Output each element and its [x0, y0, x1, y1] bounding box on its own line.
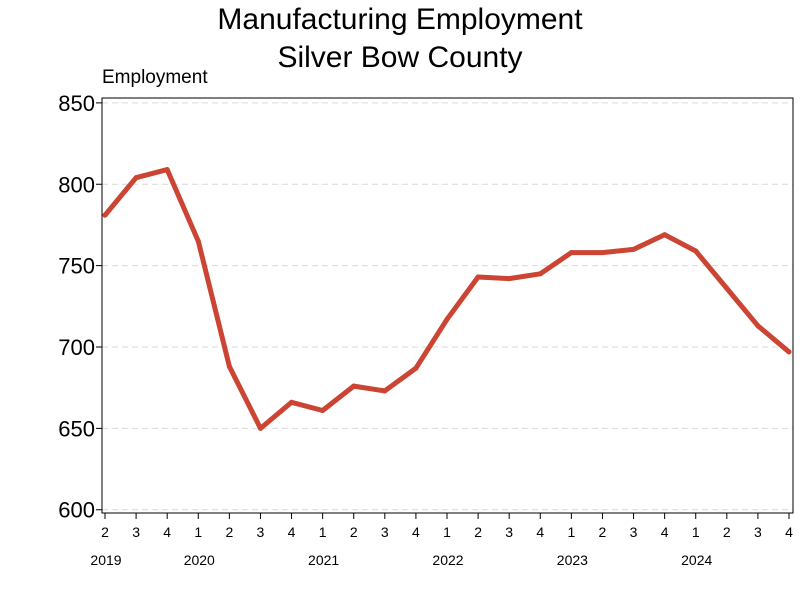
y-tick-label: 850	[58, 91, 95, 116]
data-point	[475, 274, 481, 280]
year-label: 2020	[184, 552, 215, 568]
chart-title-line-2: Silver Bow County	[277, 41, 523, 74]
axes	[96, 97, 794, 519]
series-layer	[102, 167, 792, 431]
tick-labels: 600 650 700 750 800 850 2 3 4 1 2 3 4 1 2 3 4 1 2 3 4 1 2 3 4 1 2 3…	[58, 91, 793, 568]
data-point	[631, 246, 637, 252]
grid-lines	[102, 102, 793, 511]
data-point	[195, 238, 201, 244]
chart-title-line-1: Manufacturing Employment	[217, 3, 583, 36]
data-point	[537, 271, 543, 277]
data-point	[320, 407, 326, 413]
year-label: 2023	[557, 552, 588, 568]
data-point	[786, 349, 792, 355]
data-point	[662, 232, 668, 238]
x-tick-label: 3	[132, 524, 140, 540]
x-tick-label: 4	[536, 524, 544, 540]
y-axis-label: Employment	[102, 67, 208, 88]
data-point	[257, 425, 263, 431]
y-tick-label: 650	[58, 416, 95, 441]
x-tick-label: 1	[443, 524, 451, 540]
data-point	[164, 167, 170, 173]
year-label: 2019	[90, 552, 121, 568]
data-point	[289, 399, 295, 405]
series-line	[102, 167, 792, 431]
x-tick-label: 4	[785, 524, 793, 540]
x-tick-label: 2	[225, 524, 233, 540]
data-point	[351, 383, 357, 389]
x-tick-label: 1	[194, 524, 202, 540]
data-point	[599, 250, 605, 256]
y-tick-label: 750	[58, 254, 95, 279]
data-point	[724, 285, 730, 291]
year-label: 2022	[432, 552, 463, 568]
data-point	[444, 316, 450, 322]
y-tick-label: 700	[58, 335, 95, 360]
year-label: 2024	[681, 552, 712, 568]
x-tick-label: 2	[350, 524, 358, 540]
data-point	[693, 248, 699, 254]
x-tick-label: 3	[630, 524, 638, 540]
x-tick-label: 4	[661, 524, 669, 540]
x-tick-label: 4	[163, 524, 171, 540]
plot-frame	[101, 97, 794, 514]
x-tick-label: 3	[257, 524, 265, 540]
x-tick-label: 4	[412, 524, 420, 540]
data-point	[226, 364, 232, 370]
data-point	[102, 212, 108, 218]
x-tick-label: 1	[692, 524, 700, 540]
y-tick-label: 800	[58, 172, 95, 197]
data-point	[382, 388, 388, 394]
data-point	[133, 175, 139, 181]
x-tick-label: 2	[474, 524, 482, 540]
x-tick-label: 1	[319, 524, 327, 540]
year-label: 2021	[308, 552, 339, 568]
data-point	[413, 365, 419, 371]
data-point	[568, 250, 574, 256]
x-tick-label: 4	[288, 524, 296, 540]
data-point	[506, 276, 512, 282]
data-point	[755, 323, 761, 329]
x-tick-label: 2	[723, 524, 731, 540]
y-tick-label: 600	[58, 498, 95, 523]
x-tick-label: 3	[381, 524, 389, 540]
x-tick-label: 1	[567, 524, 575, 540]
x-tick-label: 3	[505, 524, 513, 540]
x-tick-label: 2	[599, 524, 607, 540]
x-tick-label: 3	[754, 524, 762, 540]
x-tick-label: 2	[101, 524, 109, 540]
